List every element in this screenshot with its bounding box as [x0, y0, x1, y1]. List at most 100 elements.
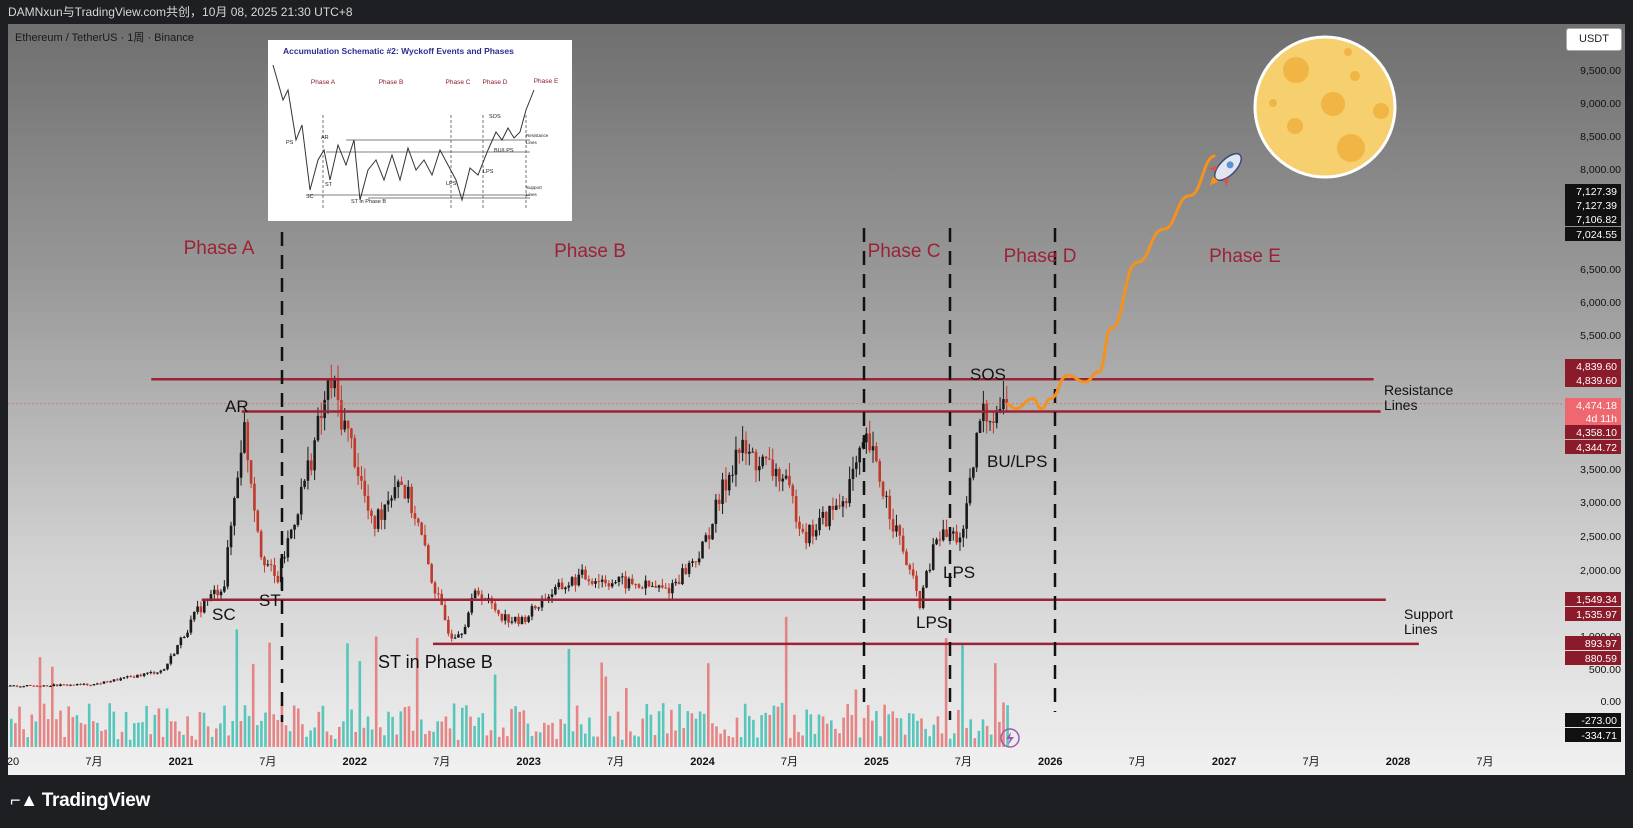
candle-body	[463, 626, 467, 634]
candle-body	[888, 495, 892, 520]
candle-body	[89, 685, 92, 687]
candle-body	[644, 580, 647, 589]
candle-body	[253, 483, 256, 511]
volume-bar	[374, 636, 378, 747]
volume-bar	[366, 716, 370, 747]
volume-bar	[579, 724, 583, 747]
candle-body	[651, 586, 654, 588]
candle-body	[283, 557, 286, 559]
candle-body	[955, 531, 958, 543]
inset-phase-label: Phase B	[379, 79, 404, 86]
volume-bar	[493, 674, 497, 747]
candle-body	[510, 621, 514, 623]
volume-bar	[10, 718, 13, 747]
candle-body	[450, 633, 454, 639]
candle-body	[630, 578, 634, 584]
candle-body	[764, 456, 768, 459]
price-tag-text: 880.59	[1585, 653, 1617, 665]
event-label: LPS	[916, 613, 948, 632]
candle-body	[213, 589, 216, 595]
candle-body	[895, 525, 898, 532]
volume-bar	[661, 703, 665, 747]
price-tag: 1,535.97	[1565, 607, 1621, 621]
volume-bar	[415, 637, 419, 747]
volume-bar	[674, 730, 677, 747]
volume-bar	[760, 715, 763, 747]
candle-body	[968, 477, 972, 504]
price-tag: 4,344.72	[1565, 440, 1621, 454]
candle-body	[781, 478, 785, 482]
symbol-label[interactable]: Ethereum / TetherUS · 1周 · Binance	[15, 32, 194, 44]
volume-bar	[141, 722, 144, 747]
candle-body	[771, 459, 775, 477]
candle-body	[634, 583, 637, 585]
candle-body	[975, 432, 978, 468]
price-chart[interactable]: Phase A Phase B Phase C Phase D Phase E AR SC S…	[0, 0, 1633, 775]
volume-bar	[953, 733, 956, 747]
candle-body	[186, 632, 189, 637]
price-tag: -273.00	[1565, 713, 1621, 727]
candle-body	[921, 587, 925, 608]
candle-body	[734, 449, 738, 475]
inset-event-label: Resistance	[526, 133, 549, 138]
candle-body	[554, 587, 557, 595]
candle-body	[152, 672, 156, 674]
candle-body	[523, 617, 527, 622]
volume-bar	[842, 717, 845, 747]
phase-dividers	[280, 228, 1057, 722]
volume-bar	[567, 648, 571, 747]
y-tick-label: 2,000.00	[1580, 565, 1621, 577]
candle-body	[249, 460, 253, 484]
volume-bar	[944, 638, 948, 747]
candle-body	[831, 505, 835, 510]
volume-bar	[969, 719, 972, 747]
inset-event-label: AR	[321, 135, 329, 141]
candle-body	[306, 460, 310, 481]
candle-body	[8, 685, 9, 687]
candle-body	[403, 484, 407, 499]
candle-body	[527, 616, 530, 622]
tradingview-logo[interactable]: ⌐▲ TradingView	[10, 790, 150, 812]
candle-body	[684, 568, 688, 574]
candle-body	[116, 679, 119, 681]
candle-body	[159, 670, 163, 673]
volume-bar	[186, 716, 189, 747]
candle-body	[65, 684, 69, 686]
volume-bar	[264, 712, 267, 747]
candle-body	[794, 496, 798, 522]
inset-event-label: BU/LPS	[494, 148, 514, 154]
volume-bar	[215, 728, 218, 747]
candle-body	[637, 584, 641, 588]
candle-body	[520, 617, 524, 625]
event-label: ST in Phase B	[378, 652, 493, 672]
candle-body	[878, 461, 882, 482]
currency-selector[interactable]: USDT	[1566, 28, 1622, 51]
volume-bar	[206, 726, 210, 747]
candle-body	[22, 686, 26, 688]
volume-bar	[112, 711, 116, 747]
candle-body	[774, 468, 778, 477]
volume-bars	[10, 616, 1009, 747]
wyckoff-schematic-inset: Accumulation Schematic #2: Wyckoff Event…	[268, 40, 572, 221]
volume-bar	[994, 663, 997, 747]
event-label: LPS	[943, 563, 975, 582]
candle-body	[423, 534, 427, 546]
candle-body	[834, 505, 838, 510]
volume-bar	[846, 704, 849, 747]
candle-body	[460, 633, 464, 635]
volume-bar	[358, 661, 362, 747]
volume-bar	[756, 737, 759, 747]
candle-body	[727, 474, 731, 491]
candle-body	[567, 585, 571, 588]
candle-body	[577, 574, 581, 586]
volume-bar	[809, 714, 813, 747]
candle-body	[600, 579, 604, 582]
candle-body	[416, 518, 420, 523]
event-label: SOS	[970, 365, 1006, 384]
candle-body	[898, 525, 902, 536]
candle-body	[958, 537, 962, 543]
candle-body	[146, 672, 149, 674]
candle-body	[303, 480, 306, 487]
candle-body	[139, 674, 143, 676]
event-label: ST	[259, 591, 281, 610]
